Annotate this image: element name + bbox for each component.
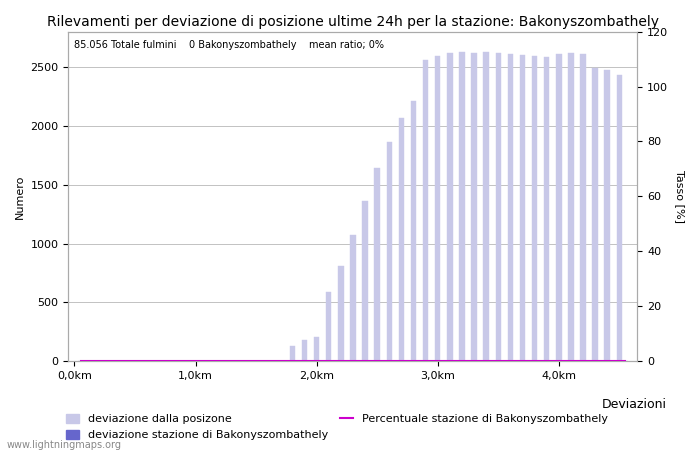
Bar	[532, 56, 538, 361]
Bar	[326, 292, 332, 361]
Bar	[471, 53, 477, 361]
Bar	[302, 340, 307, 361]
Y-axis label: Numero: Numero	[15, 174, 25, 219]
Bar	[508, 54, 513, 361]
Bar	[374, 168, 380, 361]
Bar	[386, 142, 392, 361]
Bar	[350, 235, 356, 361]
Text: Deviazioni: Deviazioni	[602, 399, 667, 411]
Y-axis label: Tasso [%]: Tasso [%]	[675, 170, 685, 223]
Bar	[363, 201, 368, 361]
Bar	[290, 346, 295, 361]
Bar	[544, 58, 550, 361]
Bar	[556, 54, 561, 361]
Title: Rilevamenti per deviazione di posizione ultime 24h per la stazione: Bakonyszomba: Rilevamenti per deviazione di posizione …	[47, 15, 659, 29]
Bar	[580, 54, 586, 361]
Bar	[519, 55, 525, 361]
Text: 85.056 Totale fulmini    0 Bakonyszombathely    mean ratio; 0%: 85.056 Totale fulmini 0 Bakonyszombathel…	[74, 40, 384, 50]
Bar	[568, 53, 573, 361]
Bar	[459, 52, 465, 361]
Bar	[484, 52, 489, 361]
Bar	[435, 56, 440, 361]
Bar	[617, 75, 622, 361]
Bar	[314, 337, 319, 361]
Bar	[423, 60, 428, 361]
Bar	[411, 101, 416, 361]
Bar	[496, 53, 501, 361]
Bar	[338, 266, 344, 361]
Bar	[447, 53, 452, 361]
Bar	[399, 117, 404, 361]
Legend: deviazione dalla posizone, deviazione stazione di Bakonyszombathely, Percentuale: deviazione dalla posizone, deviazione st…	[62, 409, 612, 445]
Bar	[592, 68, 598, 361]
Text: www.lightningmaps.org: www.lightningmaps.org	[7, 440, 122, 450]
Bar	[605, 70, 610, 361]
